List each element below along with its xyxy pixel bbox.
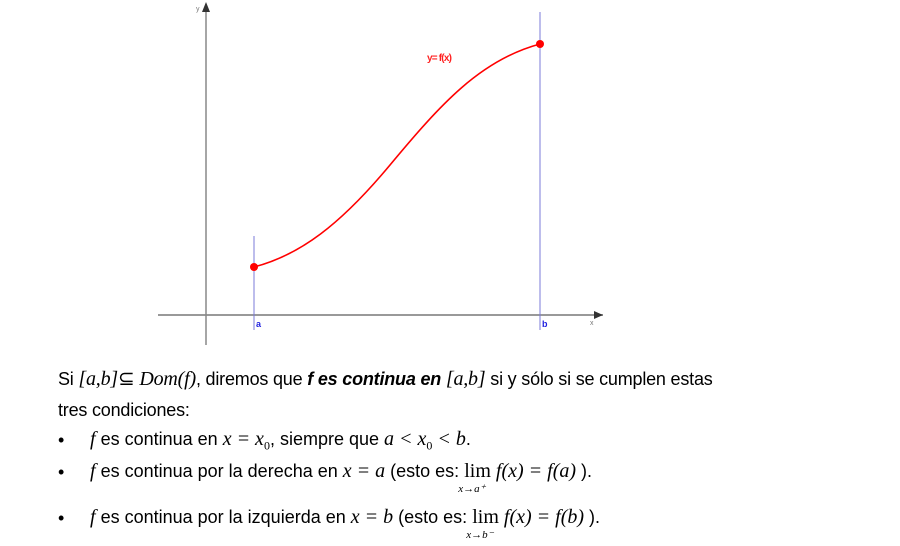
math-expr: x = x: [222, 428, 264, 450]
condition-rest: , siempre que: [269, 429, 379, 449]
limit: lim x→a⁺: [458, 460, 491, 495]
lim-subscript: x→a⁺: [458, 483, 486, 495]
bullet-icon: •: [58, 508, 65, 528]
limit-expression: f(x) = f(a): [495, 460, 577, 482]
math-sub: 0: [263, 438, 270, 453]
condition-2: f es continua por la derecha en x = a (e…: [90, 460, 593, 495]
condition-rest: (esto es:: [390, 461, 460, 481]
limit-expression: f(x) = f(b): [503, 506, 585, 528]
definition-line-2: tres condiciones:: [58, 400, 190, 420]
point-a-label: a: [256, 319, 262, 329]
condition-rest: (esto es:: [398, 507, 468, 527]
math-expr: x = a: [342, 460, 386, 482]
y-axis-label: y: [196, 6, 200, 13]
endpoint-a: [250, 263, 258, 271]
condition-1: f es continua en x = x0, siempre que a <…: [90, 428, 471, 454]
math-f: f: [90, 428, 96, 450]
math-expr-2: a < x: [384, 428, 427, 450]
condition-text: es continua por la derecha en: [100, 461, 338, 481]
math-f: f: [90, 460, 96, 482]
text-si: Si: [58, 369, 74, 389]
endpoint-b: [536, 40, 544, 48]
condition-end: ).: [581, 461, 593, 481]
condition-text: es continua en: [100, 429, 218, 449]
x-axis-arrow-icon: [594, 311, 603, 319]
lim-subscript: x→b⁻: [466, 529, 494, 541]
condition-end: ).: [589, 507, 601, 527]
curve-label: y= f(x): [427, 53, 452, 64]
math-domain: Dom(f): [139, 368, 196, 390]
continuity-diagram: x y y= f(x) a b: [158, 2, 603, 345]
text-mid: , diremos que: [195, 369, 303, 389]
math-interval: [a,b]: [78, 368, 118, 390]
text-end: si y sólo si se cumplen estas: [490, 369, 713, 389]
math-sub-2: 0: [426, 438, 433, 453]
math-interval-2: [a,b]: [445, 368, 486, 390]
y-axis-arrow-icon: [202, 2, 210, 12]
condition-text: es continua por la izquierda en: [100, 507, 346, 527]
definition-line-1: Si [a,b]⊆ Dom(f), diremos que f es conti…: [58, 366, 713, 391]
point-b-label: b: [542, 319, 548, 329]
bullet-icon: •: [58, 430, 65, 450]
lim-text: lim: [464, 460, 491, 482]
lim-text: lim: [472, 506, 499, 528]
bold-phrase: f es continua en: [307, 369, 442, 389]
math-expr: x = b: [350, 506, 394, 528]
limit: lim x→b⁻: [466, 506, 499, 541]
math-f: f: [90, 506, 96, 528]
bullet-icon: •: [58, 462, 65, 482]
math-subset: ⊆: [118, 368, 135, 390]
function-curve: [253, 43, 541, 268]
condition-3: f es continua por la izquierda en x = b …: [90, 506, 601, 541]
math-expr-3: < b: [437, 428, 466, 450]
x-axis-label: x: [590, 320, 594, 327]
condition-end: .: [465, 429, 471, 449]
